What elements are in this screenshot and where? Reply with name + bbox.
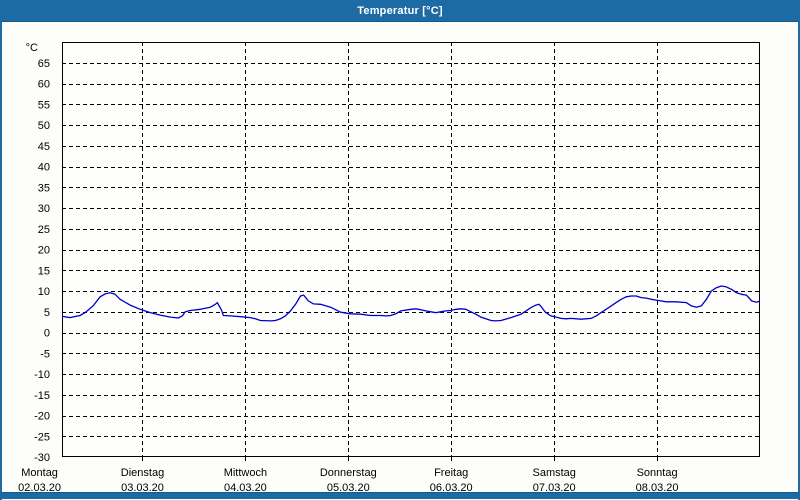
y-tick-label: 40 [38,162,50,174]
x-date-label: 08.03.20 [636,482,679,492]
y-tick-label: -20 [34,411,50,423]
y-tick-label: -30 [34,452,50,464]
x-date-label: 06.03.20 [430,482,473,492]
temperature-line [61,285,761,322]
y-tick-label: -5 [40,348,50,360]
x-date-label: 04.03.20 [224,482,267,492]
x-day-label: Sonntag [637,467,678,479]
y-tick-label: 5 [44,307,50,319]
y-tick-label: 65 [38,58,50,70]
x-day-label: Freitag [434,467,468,479]
y-tick-label: -10 [34,369,50,381]
y-tick-label: 35 [38,182,50,194]
gridlines [62,42,760,457]
x-axis-labels: Montag 02.03.20 Dienstag 03.03.20 Mittwoch 04… [18,467,678,492]
y-tick-label: 50 [38,120,50,132]
y-tick-label: 60 [38,79,50,91]
x-date-label: 02.03.20 [18,482,61,492]
status-bar [2,492,798,499]
y-tick-label: 25 [38,224,50,236]
y-tick-label: 0 [44,328,50,340]
y-tick-label: 20 [38,245,50,257]
x-day-label: Dienstag [121,467,164,479]
x-day-label: Mittwoch [224,467,267,479]
y-tick-label: -25 [34,431,50,443]
y-tick-label: 15 [38,265,50,277]
y-axis-labels: °C65605550454035302520151050-5-10-15-20-… [26,42,50,464]
plot-border [62,42,760,457]
y-tick-label: 45 [38,141,50,153]
y-axis-unit-label: °C [26,42,38,54]
x-day-label: Donnerstag [320,467,377,479]
x-day-label: Samstag [532,467,575,479]
x-date-label: 03.03.20 [121,482,164,492]
y-tick-label: -15 [34,390,50,402]
plot-area [62,42,760,457]
x-date-label: 05.03.20 [327,482,370,492]
y-tick-label: 55 [38,99,50,111]
x-day-label: Montag [21,467,58,479]
chart-content: °C 65 60 55 50 45 40 35 30 25 20 15 10 5 0 -5 -10 -15 -20-… [2,22,798,492]
temperature-chart: °C65605550454035302520151050-5-10-15-20-… [18,42,761,492]
x-date-label: 07.03.20 [533,482,576,492]
y-tick-label: 10 [38,286,50,298]
x-axis-ticks [142,457,658,461]
title-bar: Temperatur [°C] [2,0,798,22]
window-title: Temperatur [°C] [357,4,443,17]
y-tick-label: 30 [38,203,50,215]
